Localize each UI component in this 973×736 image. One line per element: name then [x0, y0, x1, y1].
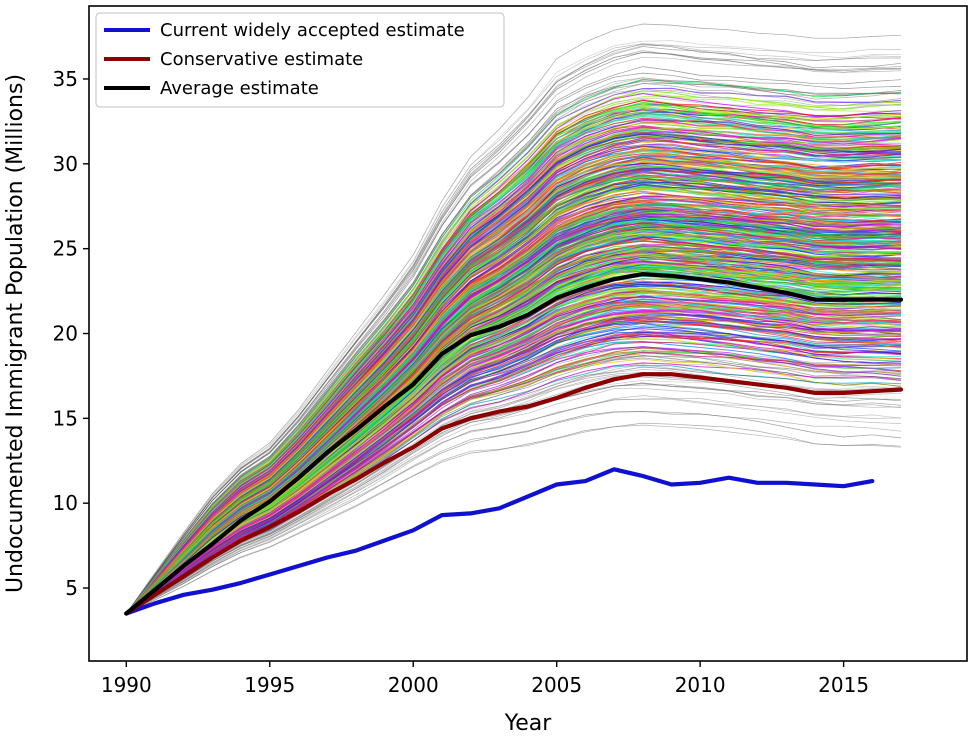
- ensemble-line: [125, 213, 902, 614]
- legend-box: [95, 12, 505, 108]
- ensemble-line: [125, 223, 902, 614]
- y-tick-label: 10: [53, 491, 78, 515]
- ensemble-line: [126, 366, 902, 614]
- y-tick-label: 20: [53, 322, 78, 346]
- ensemble-line: [126, 424, 902, 614]
- ensemble-line: [126, 90, 902, 614]
- ensemble-line: [125, 292, 902, 614]
- y-tick-label: 35: [53, 67, 78, 91]
- ensemble-line: [125, 181, 902, 614]
- ensemble-line: [125, 147, 902, 614]
- ensemble-line: [125, 167, 902, 614]
- ensemble-line: [125, 99, 902, 614]
- legend-entry-current: Current widely accepted estimate: [160, 20, 465, 41]
- y-tick-label: 25: [53, 237, 78, 261]
- ensemble-line: [126, 40, 902, 614]
- ensemble-line: [126, 50, 902, 614]
- ensemble-line: [125, 202, 902, 614]
- series-line-1: [124, 372, 904, 616]
- ensemble-line: [126, 43, 902, 614]
- ensemble-line: [126, 411, 902, 614]
- ensemble-line: [126, 422, 902, 614]
- ensemble-line: [125, 287, 902, 614]
- ensemble-line: [126, 72, 902, 614]
- ensemble-line: [125, 287, 902, 614]
- ensemble-line: [125, 118, 901, 614]
- x-tick-label: 2015: [818, 673, 869, 697]
- ensemble-line: [125, 122, 902, 614]
- ensemble-line: [125, 296, 902, 614]
- ensemble-line: [126, 312, 902, 614]
- ensemble-line: [126, 410, 902, 614]
- ensemble-line: [125, 92, 902, 614]
- ensemble-line: [126, 23, 902, 614]
- ensemble-line: [125, 210, 902, 614]
- series-line-0: [124, 467, 875, 616]
- x-tick-label: 1990: [101, 673, 152, 697]
- ensemble-line: [126, 388, 902, 614]
- ensemble-line: [125, 116, 902, 614]
- ensemble-line: [126, 328, 902, 614]
- ensemble-line: [125, 298, 902, 614]
- y-ticks: 5 10 15 20 25 30 35: [53, 67, 89, 600]
- ensemble-line: [125, 165, 902, 614]
- x-tick-label: 2005: [531, 673, 582, 697]
- ensemble-line: [126, 46, 901, 614]
- x-tick-label: 1995: [244, 673, 295, 697]
- y-axis-label: Undocumented Immigrant Population (Milli…: [3, 74, 28, 593]
- ensemble-line: [125, 93, 902, 614]
- ensemble-line: [126, 45, 902, 614]
- x-ticks: 1990 1995 2000 2005 2010 2015: [101, 661, 869, 697]
- ensemble-line: [125, 292, 902, 614]
- y-tick-label: 5: [65, 576, 78, 600]
- x-tick-label: 2000: [388, 673, 439, 697]
- y-tick-label: 30: [53, 152, 78, 176]
- ensemble-line: [125, 200, 902, 614]
- ensemble-line: [126, 384, 902, 614]
- legend: Current widely accepted estimate Conserv…: [95, 12, 505, 108]
- ensemble-line: [126, 376, 902, 614]
- ensemble-line: [126, 97, 902, 614]
- ensemble-line: [126, 83, 902, 614]
- ensemble-line: [126, 316, 902, 614]
- ensemble-line: [125, 126, 902, 614]
- ensemble-line: [125, 103, 902, 614]
- legend-entry-average: Average estimate: [160, 78, 319, 99]
- x-axis-label: Year: [504, 711, 553, 736]
- ensemble-line: [126, 318, 902, 614]
- legend-entry-conservative: Conservative estimate: [160, 49, 363, 70]
- ensemble-line: [126, 66, 902, 614]
- ensemble-lines: [125, 23, 902, 614]
- series-lines: [124, 272, 904, 616]
- ensemble-line: [125, 174, 902, 614]
- ensemble-line: [126, 56, 902, 614]
- ensemble-line: [125, 223, 902, 614]
- ensemble-line: [126, 77, 902, 614]
- ensemble-line: [125, 140, 902, 614]
- ensemble-line: [125, 154, 902, 614]
- series-line-2: [124, 272, 904, 616]
- y-tick-label: 15: [53, 406, 78, 430]
- ensemble-line: [126, 398, 902, 614]
- x-tick-label: 2010: [675, 673, 726, 697]
- ensemble-line: [126, 305, 902, 614]
- ensemble-line: [125, 187, 902, 614]
- ensemble-line: [125, 176, 902, 614]
- ensemble-line: [125, 234, 902, 614]
- ensemble-line: [125, 168, 902, 614]
- ensemble-line: [125, 305, 902, 614]
